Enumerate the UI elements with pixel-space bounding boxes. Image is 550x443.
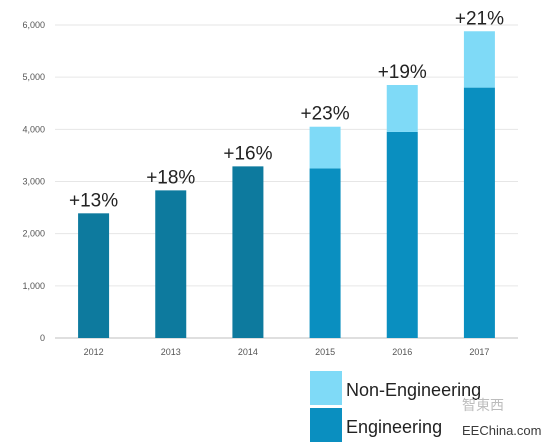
legend-swatch-non-engineering [310,371,342,405]
bar-non-engineering [386,84,418,132]
growth-label: +23% [301,104,350,125]
growth-label: +21% [455,8,504,29]
y-tick-label: 5,000 [22,72,45,82]
growth-label: +19% [378,62,427,83]
bar-engineering [463,87,495,338]
bar-engineering [309,168,341,338]
legend-label-non-engineering: Non-Engineering [346,380,481,400]
y-tick-label: 3,000 [22,177,45,187]
growth-label: +13% [69,190,118,211]
x-tick-label: 2013 [161,347,181,357]
bar-engineering [386,131,418,338]
legend: Non-Engineering Engineering [310,371,481,442]
grid-lines [55,24,518,339]
watermark: 智東西 EEChina.com [462,398,541,438]
x-axis-ticks: 2012 2013 2014 2015 2016 2017 [84,347,490,357]
x-tick-label: 2017 [469,347,489,357]
growth-label: +16% [223,143,272,164]
bar-non-engineering [463,31,495,88]
y-tick-label: 0 [40,333,45,343]
growth-label: +18% [146,167,195,188]
bar-engineering [155,190,187,338]
bars [78,31,495,338]
watermark-text: EEChina.com [462,423,541,438]
legend-label-engineering: Engineering [346,417,442,437]
bar-engineering [78,213,110,338]
growth-labels: +13% +18% +16% +23% +19% +21% [69,8,504,211]
y-tick-label: 6,000 [22,20,45,30]
x-tick-label: 2014 [238,347,258,357]
bar-non-engineering [309,126,341,169]
x-tick-label: 2016 [392,347,412,357]
y-tick-label: 4,000 [22,124,45,134]
x-tick-label: 2015 [315,347,335,357]
watermark-chinese: 智東西 [462,398,504,414]
x-tick-label: 2012 [84,347,104,357]
y-axis-ticks: 0 1,000 2,000 3,000 4,000 5,000 6,000 [22,20,45,343]
y-tick-label: 2,000 [22,229,45,239]
y-tick-label: 1,000 [22,281,45,291]
bar-engineering [232,166,264,338]
legend-swatch-engineering [310,408,342,442]
